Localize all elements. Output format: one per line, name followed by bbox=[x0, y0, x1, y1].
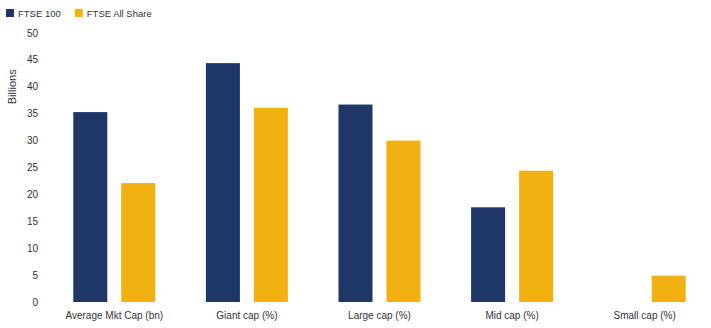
x-tick-label: Average Mkt Cap (bn) bbox=[65, 310, 163, 321]
y-tick bbox=[44, 59, 47, 60]
y-tick-label: 5 bbox=[32, 270, 38, 281]
x-tick-label: Large cap (%) bbox=[348, 310, 411, 321]
y-tick-label: 30 bbox=[27, 135, 39, 146]
x-tick-label: Small cap (%) bbox=[614, 310, 676, 321]
bar bbox=[206, 63, 240, 302]
x-tick-label: Giant cap (%) bbox=[216, 310, 277, 321]
y-tick bbox=[44, 275, 47, 276]
legend-label: FTSE All Share bbox=[87, 8, 152, 19]
bar bbox=[73, 112, 107, 302]
bar bbox=[254, 108, 288, 302]
y-tick bbox=[44, 248, 47, 249]
bar bbox=[121, 183, 155, 302]
legend-swatch bbox=[6, 9, 14, 17]
y-axis-label: Billions bbox=[6, 69, 18, 104]
y-tick-label: 40 bbox=[27, 81, 39, 92]
y-tick bbox=[44, 194, 47, 195]
x-tick-label: Mid cap (%) bbox=[485, 310, 538, 321]
y-tick-label: 25 bbox=[27, 162, 39, 173]
y-tick bbox=[44, 302, 47, 303]
y-tick bbox=[44, 86, 47, 87]
y-tick bbox=[44, 221, 47, 222]
bar bbox=[604, 302, 638, 303]
bars bbox=[73, 63, 685, 302]
y-tick-label: 45 bbox=[27, 54, 39, 65]
y-tick bbox=[44, 113, 47, 114]
legend-swatch bbox=[75, 9, 83, 17]
y-tick bbox=[44, 140, 47, 141]
y-tick-label: 35 bbox=[27, 108, 39, 119]
y-tick-label: 10 bbox=[27, 243, 39, 254]
bar bbox=[519, 171, 553, 302]
y-tick bbox=[44, 33, 47, 34]
bar bbox=[339, 105, 373, 302]
bar bbox=[471, 207, 505, 302]
bar bbox=[387, 141, 421, 302]
y-tick-label: 20 bbox=[27, 189, 39, 200]
y-tick-label: 15 bbox=[27, 216, 39, 227]
bar bbox=[652, 276, 686, 302]
legend-label: FTSE 100 bbox=[18, 8, 61, 19]
y-tick-label: 0 bbox=[32, 297, 38, 308]
y-tick bbox=[44, 167, 47, 168]
y-tick-label: 50 bbox=[27, 28, 39, 39]
